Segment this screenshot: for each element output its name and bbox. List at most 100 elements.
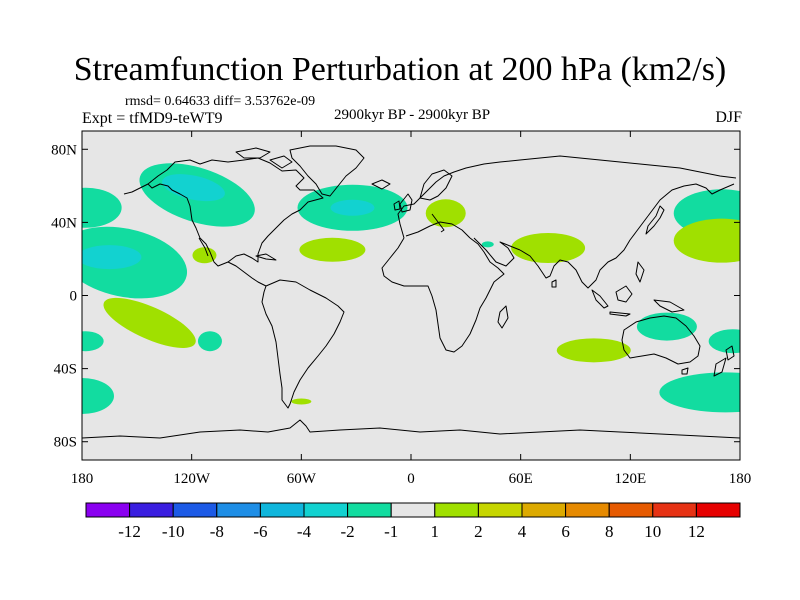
coast-scandinavia <box>419 169 453 201</box>
coast-iceland <box>371 179 391 190</box>
coast-tasmania <box>681 367 689 375</box>
coast-baja <box>198 237 209 257</box>
x-tick-label: 60W <box>287 471 317 487</box>
coast-sumatra <box>591 289 609 309</box>
anomaly-subtropical-atlantic <box>299 237 366 262</box>
anomaly-central-pacific-core <box>82 245 142 270</box>
coast-south-america <box>261 279 345 409</box>
colorbar-swatch <box>565 502 610 518</box>
anomaly-west-pacific-positive <box>673 218 740 263</box>
coast-sri-lanka <box>551 279 557 288</box>
colorbar-swatch <box>608 502 654 518</box>
season-label: DJF <box>715 109 742 126</box>
coast-india <box>519 215 649 289</box>
coast-new-zealand-south <box>713 357 727 377</box>
anomaly-south-pacific-positive <box>103 297 196 348</box>
colorbar-swatch <box>129 502 174 518</box>
x-tick-label: 120W <box>173 471 211 487</box>
colorbar-label: 8 <box>605 522 614 541</box>
colorbar-label: 2 <box>474 522 483 541</box>
colorbar-label: -2 <box>341 522 355 541</box>
coast-cuba <box>255 253 277 261</box>
colorbar-label: 6 <box>561 522 570 541</box>
y-tick-label: 80S <box>54 435 77 451</box>
colorbar-swatch <box>477 502 523 518</box>
rmsd-label: rmsd= 0.64633 diff= 3.53762e-09 <box>125 94 316 109</box>
coast-ireland <box>393 200 401 211</box>
coast-central-america <box>227 261 267 287</box>
coast-italy <box>431 213 445 233</box>
colorbar-label: -10 <box>162 522 185 541</box>
anomaly-europe-positive <box>425 199 466 228</box>
coast-greenland <box>289 145 365 197</box>
colorbar-swatch <box>85 502 131 518</box>
colorbar-label: -6 <box>253 522 267 541</box>
colorbar-label: -4 <box>297 522 312 541</box>
anomaly-southern-ocean-west <box>659 372 740 413</box>
anomaly-north-pacific-west <box>82 187 122 228</box>
coast-australia <box>621 315 701 365</box>
anomaly-south-pacific-west <box>82 331 104 352</box>
colorbar-swatch <box>390 502 436 518</box>
colorbar-label: 12 <box>688 522 705 541</box>
axis-ticks: 180 120W 60W 0 60E 120E 180 80N 40N 0 40S 80S <box>51 131 751 487</box>
x-tick-label: 180 <box>729 471 752 487</box>
coast-kamchatka <box>647 183 735 217</box>
anomaly-mexico-positive <box>192 247 217 264</box>
y-tick-label: 40N <box>51 215 77 231</box>
coast-philippines <box>635 261 645 283</box>
colorbar-swatch <box>521 502 567 518</box>
colorbar-label: -1 <box>384 522 398 541</box>
coast-africa <box>381 237 505 353</box>
colorbar-label: 1 <box>431 522 440 541</box>
colorbar-swatch <box>695 502 741 518</box>
y-tick-label: 80N <box>51 142 77 158</box>
coast-mediterranean <box>405 221 471 239</box>
colorbar-label: 10 <box>644 522 661 541</box>
coast-europe <box>397 155 737 239</box>
anomaly-south-pacific-mid <box>197 331 222 352</box>
y-tick-label: 0 <box>70 289 78 305</box>
coast-java <box>609 311 631 317</box>
coast-britain <box>399 193 413 213</box>
coast-antarctica <box>82 419 740 439</box>
colorbar-swatch <box>216 502 261 518</box>
anomaly-middle-east-speck <box>481 241 494 248</box>
colorbar-label: 4 <box>518 522 527 541</box>
coast-new-guinea <box>653 299 685 313</box>
coast-arabia <box>473 237 521 267</box>
colorbar-swatch <box>172 502 218 518</box>
coast-arctic-island-1 <box>235 147 271 159</box>
x-tick-label: 0 <box>407 471 415 487</box>
anomaly-north-america-core <box>162 174 225 202</box>
anomaly-drake-passage <box>291 398 312 405</box>
experiment-label: Expt = tfMD9-teWT9 <box>82 110 223 127</box>
anomaly-south-asia-positive <box>511 232 586 263</box>
anomaly-indian-ocean-south <box>556 338 631 363</box>
coast-alaska <box>123 183 149 195</box>
period-label: 2900kyr BP - 2900kyr BP <box>333 107 491 123</box>
colorbar-swatch <box>347 502 392 518</box>
colorbar-swatch <box>259 502 305 518</box>
anomaly-australia-north <box>636 312 697 341</box>
colorbar-label: -8 <box>210 522 224 541</box>
colorbar-swatch <box>434 502 479 518</box>
coast-madagascar <box>497 305 509 329</box>
colorbar-label: -12 <box>118 522 141 541</box>
colorbar-swatch <box>303 502 349 518</box>
anomaly-southern-ocean-pacific <box>82 378 114 415</box>
x-tick-label: 120E <box>614 471 646 487</box>
coast-north-america <box>147 157 324 267</box>
coastline-layer <box>82 145 740 439</box>
coast-borneo <box>615 285 633 303</box>
x-tick-label: 180 <box>71 471 94 487</box>
anomaly-north-atlantic-core <box>330 199 375 216</box>
colorbar-swatch <box>652 502 697 518</box>
x-tick-label: 60E <box>509 471 533 487</box>
coast-new-zealand-north <box>725 345 735 361</box>
colorbar: -12 -10 -8 -6 -4 -2 -1 1 2 4 6 8 10 12 <box>85 502 741 541</box>
y-tick-label: 40S <box>54 362 77 378</box>
coast-japan <box>645 205 665 235</box>
chart-title: Streamfunction Perturbation at 200 hPa (… <box>73 51 727 88</box>
